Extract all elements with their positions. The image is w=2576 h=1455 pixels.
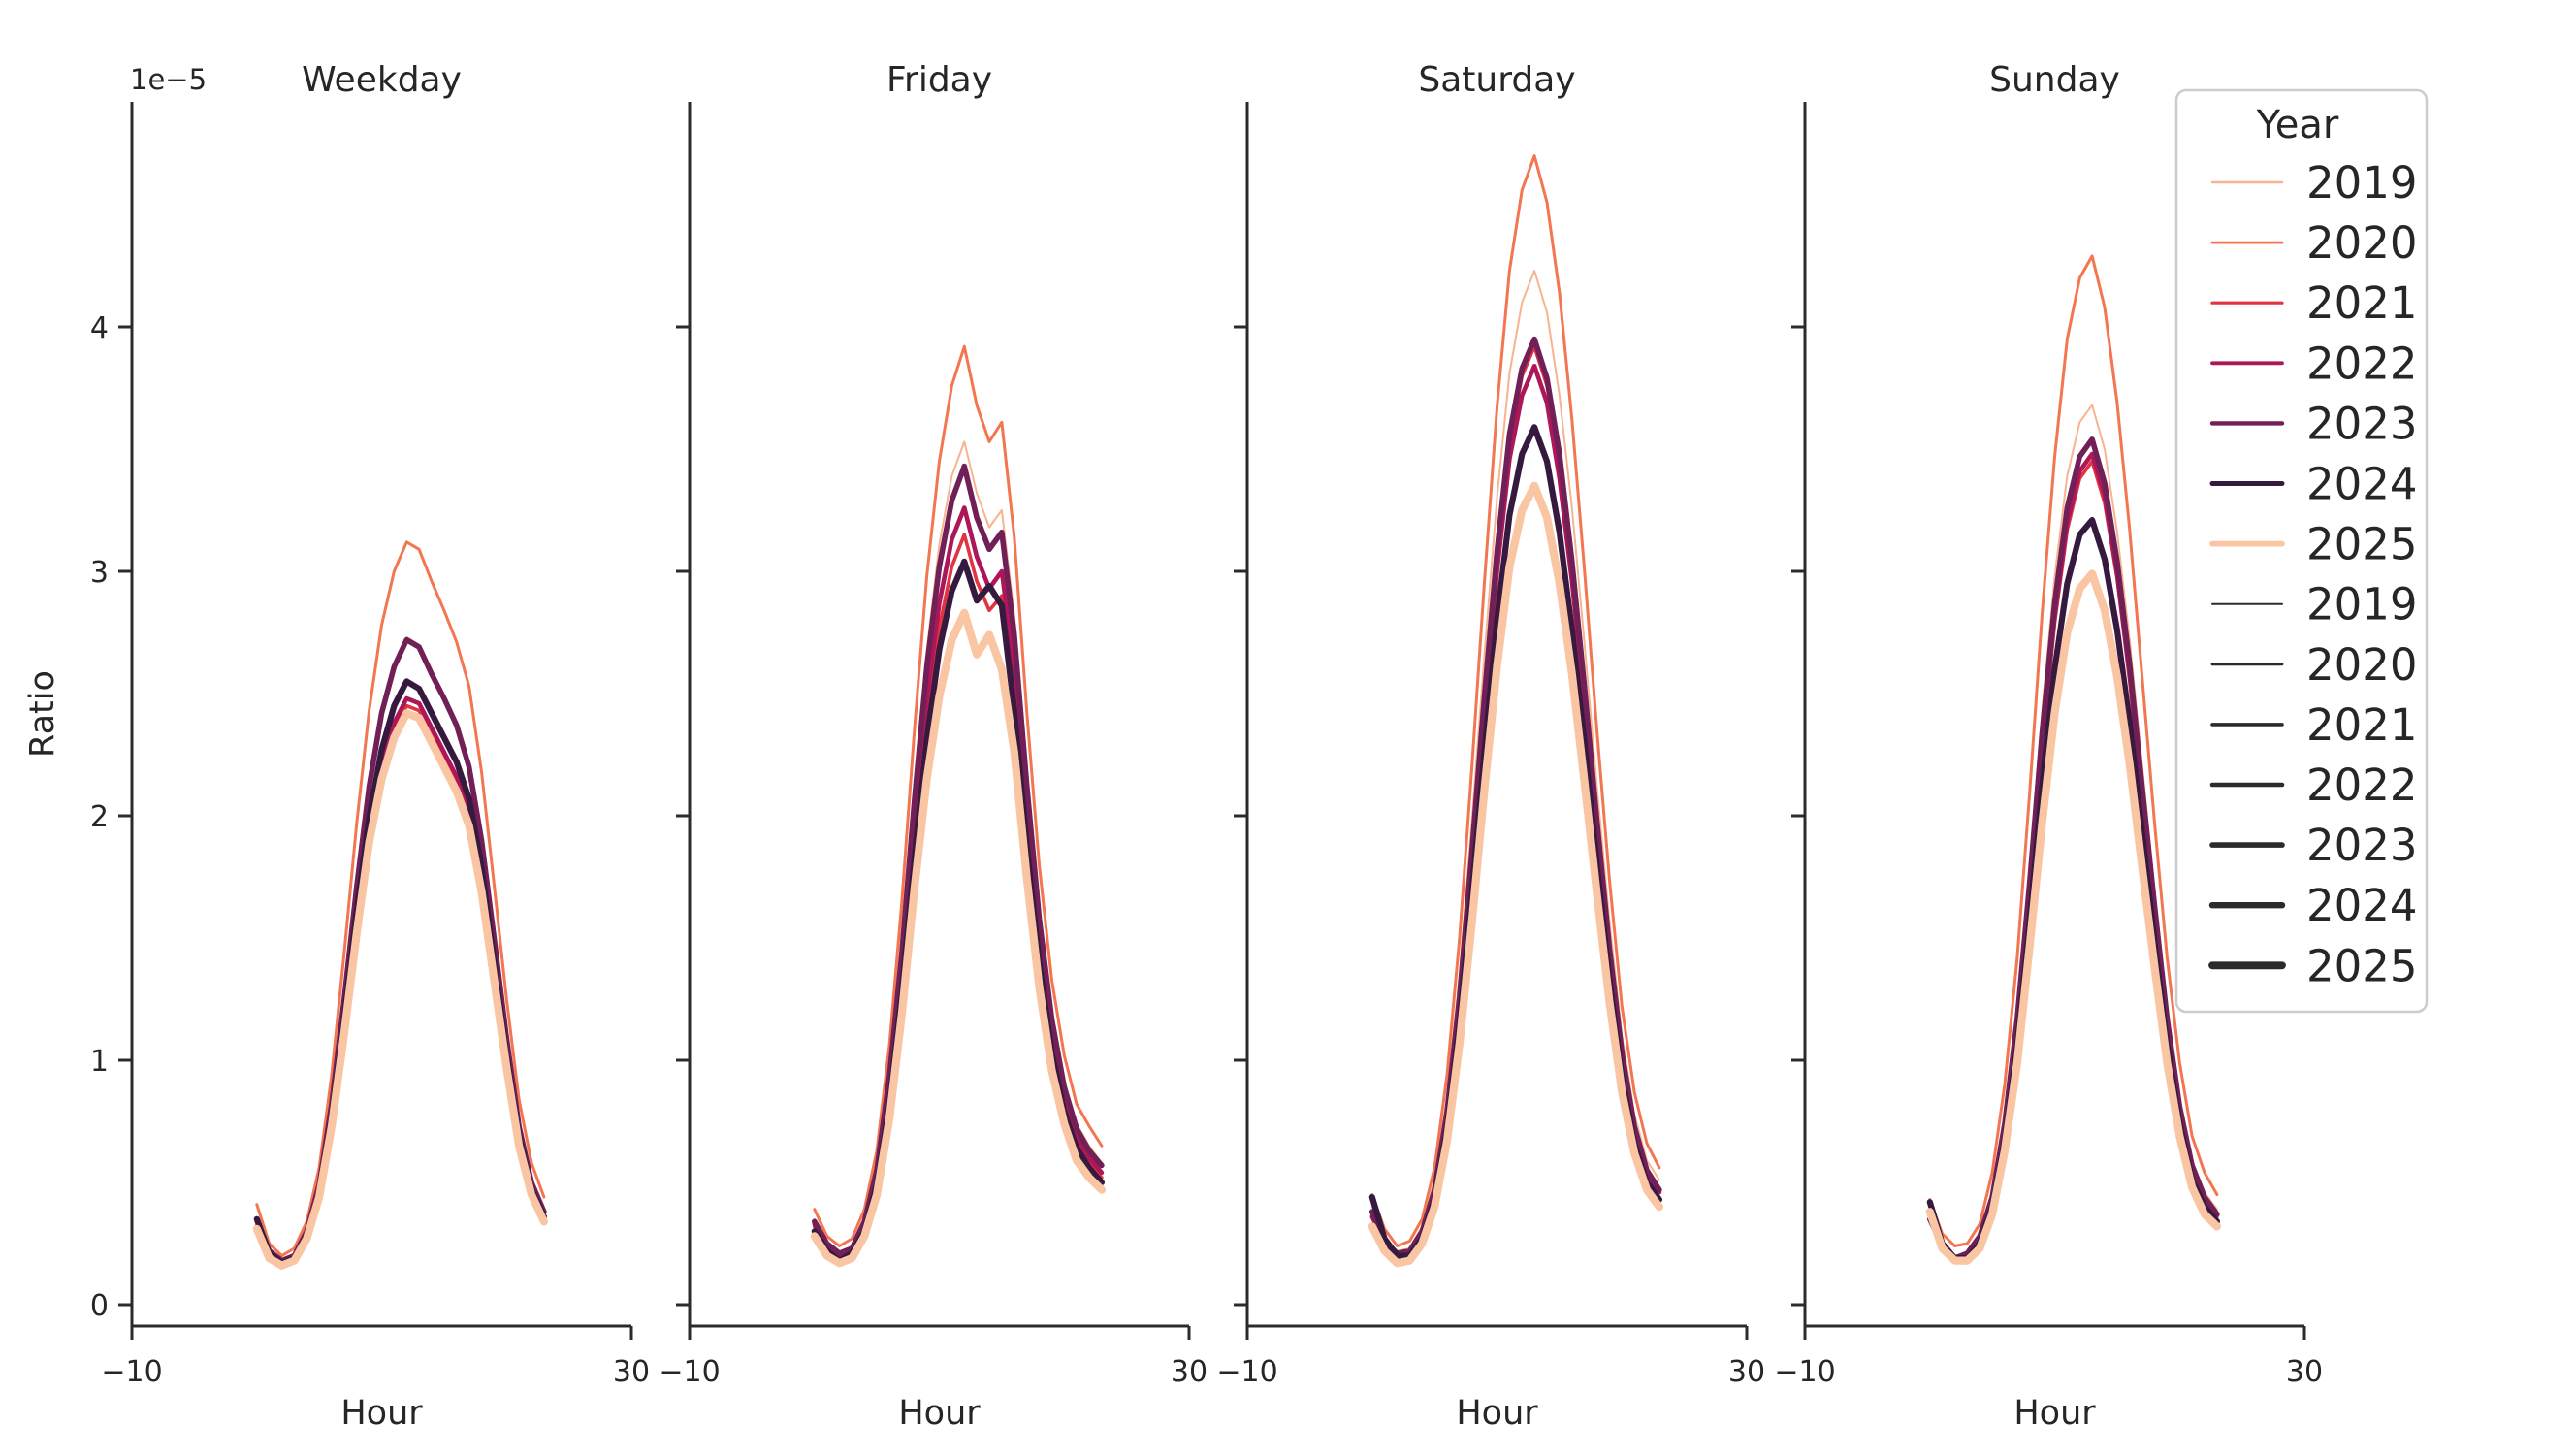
y-axis-label: Ratio bbox=[23, 670, 62, 758]
x-tick-label: −10 bbox=[101, 1355, 162, 1389]
series-friday-2020 bbox=[813, 344, 1104, 1247]
x-axis-label: Hour bbox=[340, 1394, 423, 1433]
subplot-weekday: 0 1 2 3 4 −10 30 Weekday Hour 1e−5 Ratio bbox=[23, 60, 650, 1433]
y-tick-label: 0 bbox=[90, 1289, 109, 1323]
legend-box bbox=[2174, 88, 2429, 1014]
series-friday-2025 bbox=[810, 608, 1107, 1268]
legend-entry-label: 2021 bbox=[2306, 277, 2418, 329]
legend-entry-label: 2019 bbox=[2306, 157, 2418, 209]
legend-entry-label: 2019 bbox=[2306, 579, 2418, 630]
subplot-title: Saturday bbox=[1418, 60, 1575, 100]
subplot-sunday: −10 30 Sunday Hour bbox=[1774, 60, 2323, 1433]
y-tick-label: 4 bbox=[90, 311, 109, 345]
legend-entry-label: 2024 bbox=[2306, 880, 2418, 931]
series-saturday-2023 bbox=[1369, 336, 1662, 1256]
subplot-title: Weekday bbox=[302, 60, 462, 100]
x-tick-label: 30 bbox=[1171, 1355, 1208, 1389]
legend-entry-label: 2025 bbox=[2306, 940, 2418, 991]
series-sunday-2025 bbox=[1925, 569, 2221, 1265]
x-tick-label: 30 bbox=[2286, 1355, 2323, 1389]
subplot-title: Friday bbox=[886, 60, 992, 100]
legend-entry-label: 2020 bbox=[2306, 217, 2418, 269]
legend-entry-label: 2023 bbox=[2306, 398, 2418, 449]
series-saturday-2020 bbox=[1370, 154, 1661, 1247]
legend-entry-label: 2020 bbox=[2306, 639, 2418, 691]
x-tick-label: −10 bbox=[1216, 1355, 1277, 1389]
x-axis-label: Hour bbox=[2013, 1394, 2096, 1433]
series-saturday-2025 bbox=[1368, 481, 1664, 1268]
legend-entry-label: 2023 bbox=[2306, 820, 2418, 871]
subplot-title: Sunday bbox=[1989, 60, 2120, 100]
x-axis-label: Hour bbox=[1456, 1394, 1538, 1433]
x-tick-label: 30 bbox=[1728, 1355, 1765, 1389]
series-weekday-2020 bbox=[255, 540, 546, 1258]
x-axis-label: Hour bbox=[898, 1394, 981, 1433]
legend: Year 2019 2020 2021 2022 2023 2024 2025 2019 2020… bbox=[2174, 88, 2429, 1014]
x-tick-label: −10 bbox=[659, 1355, 720, 1389]
legend-entry-label: 2025 bbox=[2306, 519, 2418, 570]
y-tick-label: 2 bbox=[90, 800, 109, 834]
x-tick-label: −10 bbox=[1774, 1355, 1835, 1389]
subplot-saturday: −10 30 Saturday Hour bbox=[1216, 60, 1765, 1433]
legend-title: Year bbox=[2256, 103, 2339, 147]
x-tick-label: 30 bbox=[613, 1355, 650, 1389]
legend-entry-label: 2021 bbox=[2306, 699, 2418, 751]
legend-entry-label: 2024 bbox=[2306, 459, 2418, 510]
subplot-friday: −10 30 Friday Hour bbox=[659, 60, 1208, 1433]
y-tick-label: 1 bbox=[90, 1045, 109, 1079]
series-sunday-2023 bbox=[1927, 436, 2220, 1261]
legend-entry-label: 2022 bbox=[2306, 338, 2418, 389]
series-friday-2023 bbox=[811, 463, 1105, 1256]
y-tick-label: 3 bbox=[90, 556, 109, 590]
legend-entry-label: 2022 bbox=[2306, 760, 2418, 811]
series-sunday-2020 bbox=[1928, 254, 2219, 1247]
y-axis-offset-text: 1e−5 bbox=[130, 63, 207, 96]
series-weekday-2025 bbox=[252, 709, 549, 1270]
